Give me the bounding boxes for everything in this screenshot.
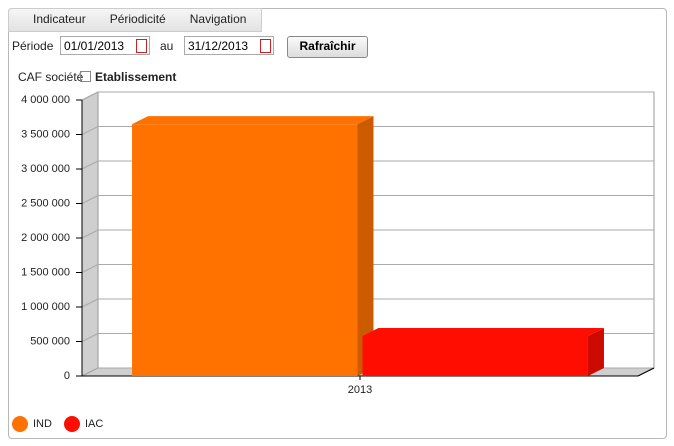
grid-line bbox=[81, 333, 99, 342]
bar bbox=[132, 124, 358, 377]
end-date-value: 31/12/2013 bbox=[188, 39, 249, 53]
menu-bar: Indicateur Périodicité Navigation bbox=[8, 8, 262, 32]
grid-line bbox=[81, 91, 99, 101]
breadcrumb-link[interactable]: Etablissement bbox=[95, 70, 177, 84]
y-tick-label: 1 000 000 bbox=[21, 301, 70, 313]
start-date[interactable]: 01/01/2013 bbox=[60, 36, 150, 55]
y-tick-label: 4 000 000 bbox=[21, 94, 70, 106]
grid-line bbox=[81, 126, 99, 135]
end-date[interactable]: 31/12/2013 bbox=[184, 36, 274, 55]
menu-item[interactable]: Indicateur bbox=[33, 12, 86, 26]
legend-label: IND bbox=[33, 418, 52, 430]
y-tick-label: 1 500 000 bbox=[21, 266, 70, 278]
grid-line bbox=[81, 160, 99, 170]
link-icon bbox=[80, 71, 91, 82]
x-tick-label: 2013 bbox=[348, 384, 372, 396]
grid-line bbox=[81, 367, 99, 377]
y-tick-label: 3 500 000 bbox=[21, 128, 70, 140]
between-label: au bbox=[160, 39, 174, 53]
bar-top bbox=[362, 327, 604, 336]
panel bbox=[8, 8, 667, 439]
start-date-value: 01/01/2013 bbox=[64, 39, 125, 53]
bar-side bbox=[357, 116, 374, 377]
legend-marker bbox=[64, 416, 80, 432]
grid-line bbox=[81, 195, 99, 204]
bar-top bbox=[132, 116, 374, 125]
breadcrumb-current: CAF société bbox=[18, 70, 84, 84]
grid-line bbox=[81, 264, 99, 273]
refresh-button[interactable]: Rafraîchir bbox=[287, 36, 368, 58]
legend-label: IAC bbox=[85, 418, 103, 430]
y-tick-label: 2 500 000 bbox=[21, 197, 70, 209]
period-label: Période bbox=[12, 39, 54, 53]
calendar-icon[interactable] bbox=[136, 39, 147, 53]
x-axis-depth bbox=[637, 367, 655, 377]
bar-side bbox=[587, 327, 604, 376]
legend-marker bbox=[12, 416, 28, 432]
calendar-icon[interactable] bbox=[260, 39, 271, 53]
grid-line bbox=[81, 298, 99, 308]
menu-item[interactable]: Périodicité bbox=[109, 12, 166, 26]
grid-line bbox=[81, 229, 99, 239]
y-tick-label: 0 bbox=[64, 370, 70, 382]
bar bbox=[362, 335, 588, 376]
y-tick-label: 500 000 bbox=[30, 335, 70, 347]
menu-item[interactable]: Navigation bbox=[189, 12, 247, 26]
y-tick-label: 3 000 000 bbox=[21, 163, 70, 175]
y-tick-label: 2 000 000 bbox=[21, 232, 70, 244]
